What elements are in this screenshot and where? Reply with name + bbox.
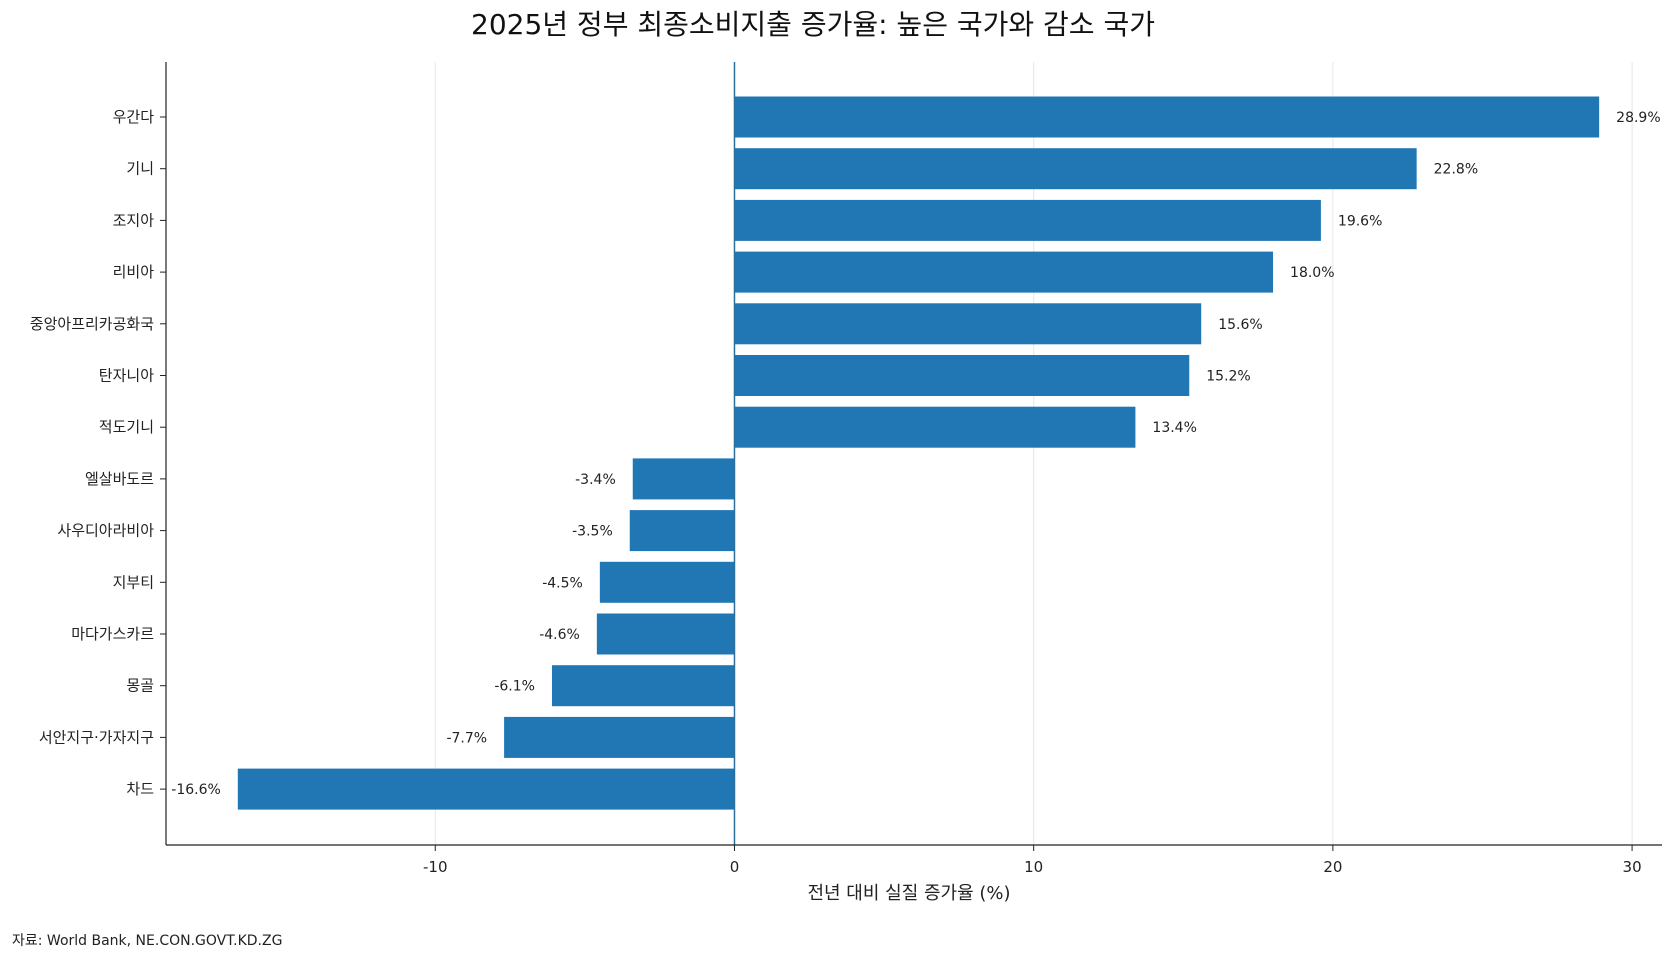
category-label: 조지아 [113, 211, 155, 229]
grid-lines [434, 62, 1633, 845]
value-label: -16.6% [171, 782, 221, 798]
bar [632, 458, 735, 500]
axes [160, 62, 1662, 851]
value-label: -3.4% [575, 472, 616, 488]
category-label: 차드 [126, 780, 154, 798]
value-label: -6.1% [494, 679, 535, 695]
x-axis-title: 전년 대비 실질 증가율 (%) [807, 883, 1010, 904]
value-label: 19.6% [1338, 213, 1382, 229]
value-label: 28.9% [1616, 110, 1660, 126]
value-label: -7.7% [446, 730, 487, 746]
bar [734, 303, 1202, 345]
bar [734, 96, 1600, 138]
category-label: 서안지구·가자지구 [39, 728, 154, 746]
category-label: 적도기니 [99, 418, 154, 436]
bar [599, 561, 735, 603]
value-label: 15.6% [1218, 317, 1262, 333]
value-label: -4.5% [542, 575, 583, 591]
bar [551, 665, 735, 707]
bar [734, 148, 1417, 190]
category-label: 탄자니아 [99, 367, 154, 385]
bar [504, 716, 735, 758]
category-label: 사우디아라비아 [57, 522, 154, 540]
category-label: 리비아 [113, 263, 155, 281]
category-label: 마다가스카르 [71, 625, 154, 643]
bar [734, 251, 1274, 293]
bar [596, 613, 735, 655]
value-label: -3.5% [572, 524, 613, 540]
value-label: 15.2% [1206, 369, 1250, 385]
category-label: 우간다 [113, 108, 155, 126]
x-tick-label: 20 [1323, 858, 1342, 876]
bar [237, 768, 735, 810]
bar [629, 510, 735, 552]
value-label: 13.4% [1152, 420, 1196, 436]
category-label: 몽골 [126, 677, 154, 695]
source-note: 자료: World Bank, NE.CON.GOVT.KD.ZG [12, 933, 283, 949]
x-tick-label: 0 [730, 858, 740, 876]
value-label: 22.8% [1434, 162, 1478, 178]
bar [734, 199, 1321, 241]
x-tick-label: 30 [1623, 858, 1642, 876]
bars [237, 96, 1600, 810]
value-label: 18.0% [1290, 265, 1334, 281]
category-label: 기니 [126, 160, 154, 178]
category-label: 중앙아프리카공화국 [30, 315, 154, 333]
bar [734, 406, 1136, 448]
x-tick-label: -10 [423, 858, 448, 876]
x-tick-label: 10 [1024, 858, 1043, 876]
value-label: -4.6% [539, 627, 580, 643]
chart-title: 2025년 정부 최종소비지출 증가율: 높은 국가와 감소 국가 [471, 8, 1155, 41]
labels: -10 0 10 20 30 우간다 28.9% 기니 22.8% 조지아 19.6% 리비아 18.0… [30, 108, 1661, 876]
bar [734, 355, 1190, 396]
category-label: 엘살바도르 [85, 470, 154, 488]
category-label: 지부티 [113, 573, 154, 591]
